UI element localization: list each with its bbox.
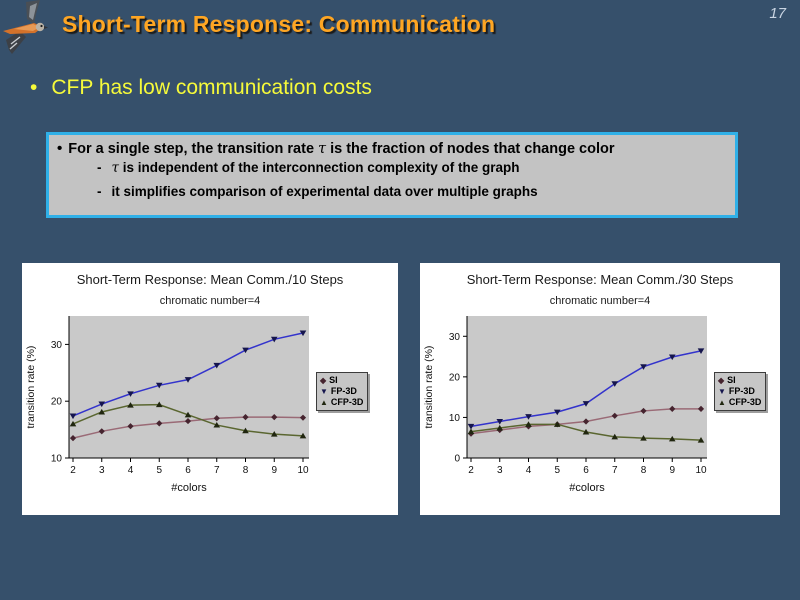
bullet-marker: • [30, 76, 38, 99]
svg-text:30: 30 [51, 340, 63, 351]
infobox-subline-1: -τ is independent of the interconnection… [97, 160, 727, 176]
infobox-line1: • For a single step, the transition rate … [57, 140, 727, 157]
legend-entry-fp-3d: ▼ FP-3D [320, 386, 363, 397]
slide-title: Short-Term Response: Communication [62, 11, 496, 37]
legend-label: SI [329, 374, 338, 385]
triangle-down-icon: ▼ [718, 386, 726, 396]
svg-text:transition rate (%): transition rate (%) [25, 346, 37, 429]
legend-label: SI [727, 374, 736, 385]
svg-text:10: 10 [297, 465, 309, 476]
page-number: 17 [769, 5, 786, 22]
diamond-icon: ◆ [320, 375, 327, 385]
legend-label: CFP-3D [728, 396, 762, 407]
triangle-down-icon: ▼ [320, 386, 328, 396]
svg-text:#colors: #colors [569, 482, 605, 494]
legend-entry-fp-3d: ▼ FP-3D [718, 386, 761, 397]
headline: • CFP has low communication costs [30, 76, 372, 100]
svg-text:3: 3 [99, 465, 105, 476]
dash-marker: - [97, 184, 102, 199]
svg-text:7: 7 [214, 465, 220, 476]
svg-text:10: 10 [449, 413, 461, 424]
chart-panel-30-steps: Short-Term Response: Mean Comm./30 Steps… [420, 263, 780, 515]
legend-label: FP-3D [728, 385, 755, 396]
infobox-subline-2-text: it simplifies comparison of experimental… [111, 184, 538, 199]
definition-infobox: • For a single step, the transition rate … [46, 132, 738, 218]
chart-panel-10-steps: Short-Term Response: Mean Comm./10 Steps… [22, 263, 398, 515]
svg-text:20: 20 [51, 397, 63, 408]
triangle-up-icon: ▲ [320, 397, 328, 407]
infobox-line1-suffix: is the fraction of nodes that change col… [326, 141, 615, 157]
legend-entry-si: ◆ SI [320, 375, 363, 386]
triangle-up-icon: ▲ [718, 397, 726, 407]
svg-text:3: 3 [497, 465, 503, 476]
dash-marker: - [97, 160, 102, 175]
legend-label: FP-3D [330, 385, 357, 396]
line-chart-30-steps: 0 10 20 30 2 3 4 5 6 7 8 9 10 #colors transition rate … [423, 316, 707, 494]
svg-text:30: 30 [449, 332, 461, 343]
svg-text:9: 9 [271, 465, 277, 476]
infobox-subline-2: - it simplifies comparison of experimenta… [97, 184, 727, 199]
chart-subtitle: chromatic number=4 [549, 295, 651, 307]
svg-text:9: 9 [669, 465, 675, 476]
tau-symbol: τ [111, 160, 119, 176]
headline-text: CFP has low communication costs [51, 76, 372, 99]
svg-text:2: 2 [70, 465, 76, 476]
bullet-marker: • [57, 140, 63, 157]
infobox-line1-prefix: For a single step, the transition rate [68, 141, 319, 157]
legend-entry-cfp-3d: ▲ CFP-3D [718, 397, 761, 408]
svg-text:8: 8 [243, 465, 249, 476]
svg-text:4: 4 [526, 465, 532, 476]
legend-entry-cfp-3d: ▲ CFP-3D [320, 397, 363, 408]
svg-text:4: 4 [128, 465, 134, 476]
svg-text:2: 2 [468, 465, 474, 476]
chart-legend: ◆ SI ▼ FP-3D ▲ CFP-3D [316, 371, 369, 411]
svg-text:6: 6 [583, 465, 589, 476]
legend-entry-si: ◆ SI [718, 375, 761, 386]
svg-text:6: 6 [185, 465, 191, 476]
svg-text:10: 10 [51, 454, 63, 465]
diamond-icon: ◆ [718, 375, 725, 385]
kestrel-bird-logo [3, 0, 48, 54]
line-chart-10-steps: 10 20 30 2 3 4 5 6 7 8 9 10 #colors transition rate (… [25, 316, 309, 494]
svg-text:#colors: #colors [171, 482, 207, 494]
svg-text:5: 5 [156, 465, 162, 476]
svg-text:7: 7 [612, 465, 618, 476]
svg-text:5: 5 [554, 465, 560, 476]
chart-legend: ◆ SI ▼ FP-3D ▲ CFP-3D [714, 371, 767, 411]
tau-symbol: τ [318, 141, 327, 157]
chart-title: Short-Term Response: Mean Comm./30 Steps [466, 272, 734, 287]
svg-text:transition rate (%): transition rate (%) [423, 346, 435, 429]
chart-title: Short-Term Response: Mean Comm./10 Steps [76, 272, 344, 287]
legend-label: CFP-3D [330, 396, 364, 407]
svg-text:0: 0 [454, 454, 460, 465]
svg-text:20: 20 [449, 372, 461, 383]
chart-subtitle: chromatic number=4 [159, 295, 261, 307]
svg-text:8: 8 [641, 465, 647, 476]
infobox-subline-1-text: is independent of the interconnection co… [118, 160, 520, 175]
svg-text:10: 10 [695, 465, 707, 476]
